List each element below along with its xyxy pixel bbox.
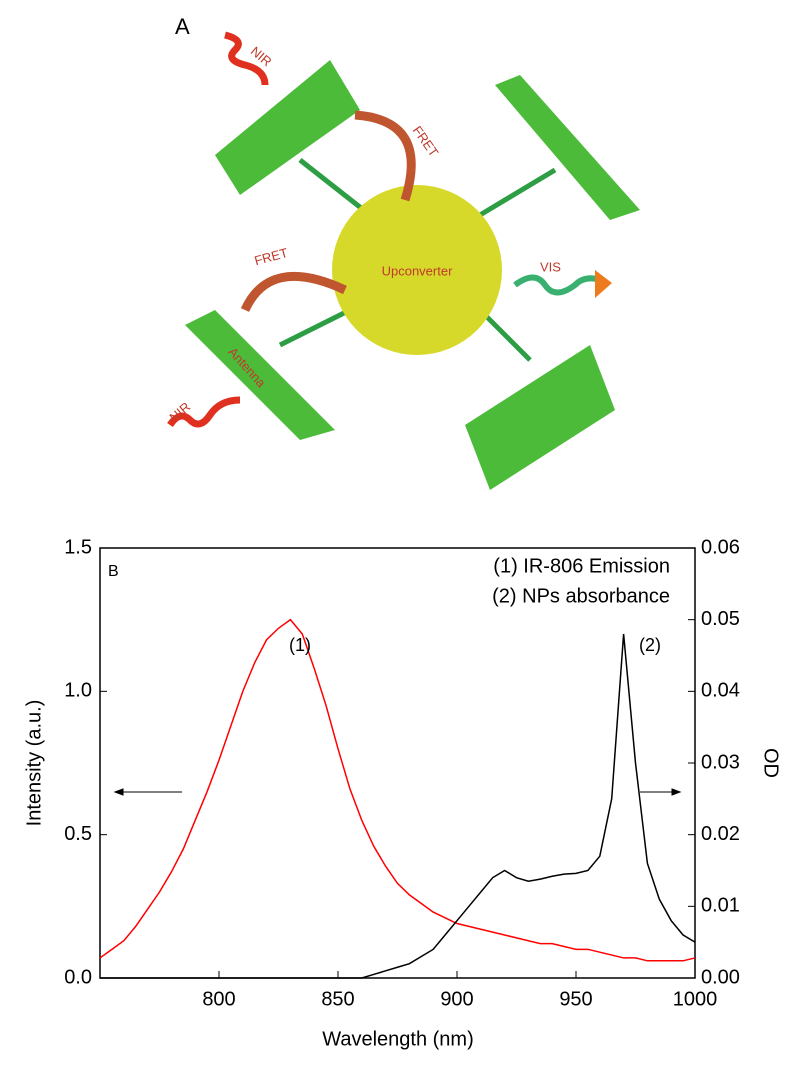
- series-line: [99, 618, 696, 962]
- x-tick-label: 1000: [673, 988, 718, 1010]
- y2-tick-label: 0.06: [701, 536, 740, 558]
- y2-axis-label: OD: [760, 748, 782, 778]
- plot-frame: [99, 547, 696, 979]
- label: VIS: [540, 259, 561, 274]
- y2-tick-label: 0.02: [701, 823, 740, 845]
- panel-label: A: [175, 14, 190, 39]
- diagram: A NIR FRET Upconverter FRET VIS Antenna …: [166, 14, 640, 490]
- label: Upconverter: [382, 263, 453, 278]
- y2-tick-label: 0.01: [701, 895, 740, 917]
- legend-text: (1) IR-806 Emission: [493, 555, 670, 577]
- x-tick-label: 950: [559, 988, 592, 1010]
- y-axis-label: Intensity (a.u.): [23, 700, 45, 827]
- legend-text: (2) NPs absorbance: [492, 585, 670, 607]
- panel-label: B: [108, 563, 119, 580]
- y2-tick-label: 0.03: [701, 751, 740, 773]
- x-axis-label: Wavelength (nm): [322, 1028, 474, 1050]
- y2-tick-label: 0.00: [701, 966, 740, 988]
- x-tick-label: 850: [321, 988, 354, 1010]
- chart: B (1) IR-806 Emission (2) NPs absorbance…: [23, 536, 781, 1050]
- x-tick-label: 900: [440, 988, 473, 1010]
- arrows: [113, 788, 682, 796]
- y-tick-label: 1.0: [64, 680, 92, 702]
- y-tick-label: 1.5: [64, 536, 92, 558]
- y-tick-label: 0.0: [64, 966, 92, 988]
- annotation: (1): [289, 635, 311, 655]
- y2-tick-label: 0.05: [701, 608, 740, 630]
- annotation: (2): [639, 635, 661, 655]
- series-line: [100, 633, 696, 979]
- y-tick-label: 0.5: [64, 823, 92, 845]
- y2-tick-label: 0.04: [701, 680, 740, 702]
- x-tick-label: 800: [202, 988, 235, 1010]
- label: FRET: [253, 245, 290, 268]
